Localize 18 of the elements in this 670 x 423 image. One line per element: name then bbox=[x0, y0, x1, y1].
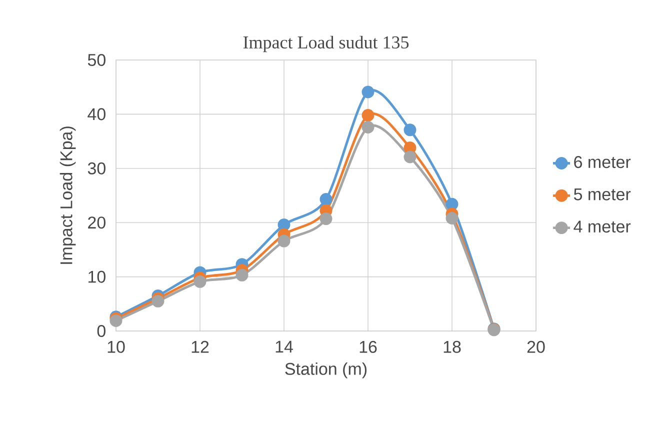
y-axis-title: Impact Load (Kpa) bbox=[60, 126, 76, 264]
x-tick-label: 18 bbox=[444, 340, 461, 353]
legend-label: 4 meter bbox=[574, 220, 631, 233]
y-tick-label: 30 bbox=[88, 162, 106, 174]
legend-label: 5 meter bbox=[574, 188, 631, 200]
x-tick-label: 20 bbox=[527, 340, 545, 353]
x-tick-label: 12 bbox=[192, 340, 209, 353]
y-tick-label: 10 bbox=[88, 270, 106, 283]
x-tick-label: 16 bbox=[360, 340, 377, 353]
y-tick-label: 40 bbox=[88, 108, 106, 120]
y-tick-label: 0 bbox=[97, 324, 106, 338]
x-tick-label: 14 bbox=[276, 340, 293, 353]
chart-title: Impact Load sudut 135 bbox=[243, 36, 409, 52]
y-tick-label: 50 bbox=[88, 54, 106, 66]
legend-label: 6 meter bbox=[574, 156, 631, 168]
y-tick-label: 20 bbox=[88, 216, 106, 229]
x-tick-label: 10 bbox=[108, 340, 125, 353]
x-axis-title: Station (m) bbox=[285, 362, 366, 378]
